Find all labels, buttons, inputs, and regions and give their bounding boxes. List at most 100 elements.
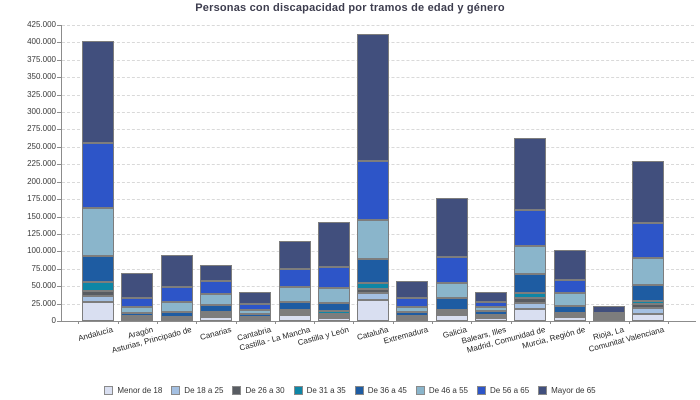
bar-segment-Castilla y León-Mayor de 65 (317, 221, 350, 267)
x-tick-mark (510, 321, 512, 324)
bar-segment-Comunitat Valenciana-De 31 a 35 (632, 301, 665, 305)
bar-Castilla - La Mancha (278, 25, 311, 321)
bar-segment-Extremadura-De 56 a 65 (396, 298, 429, 308)
bar-segment-Andalucía-De 46 a 55 (82, 208, 114, 256)
bar-segment-Andalucía-De 18 a 25 (82, 295, 114, 303)
legend-item-Mayor de 65: Mayor de 65 (538, 386, 596, 395)
bar-segment-Comunitat Valenciana-Menor de 18 (632, 314, 665, 321)
legend-label: De 31 a 35 (306, 386, 346, 395)
bar-segment-Extremadura-Mayor de 65 (396, 281, 429, 299)
y-tick-label-275000: 275.000 (27, 124, 56, 134)
bar-segment-Castilla y León-De 56 a 65 (317, 266, 350, 288)
bar-segment-Canarias-De 46 a 55 (199, 293, 232, 305)
bar-segment-Canarias-De 18 a 25 (199, 314, 232, 318)
y-tick-mark (57, 303, 61, 305)
x-tick-mark (274, 321, 276, 324)
bar-segment-Cataluña-Menor de 18 (357, 299, 390, 321)
x-tick-mark (471, 321, 473, 324)
bar-segment-Galicia-De 18 a 25 (435, 312, 468, 316)
bar-segment-Galicia-De 36 a 45 (435, 298, 468, 310)
y-tick-label-400000: 400.000 (27, 37, 56, 47)
bar-segment-Castilla y León-De 26 a 30 (317, 313, 350, 316)
bar-segment-Cantabria-De 56 a 65 (239, 304, 272, 310)
bar-segment-Asturias, Principado de-Mayor de 65 (160, 254, 193, 287)
y-tick-mark (57, 321, 61, 322)
legend-item-De 36 a 45: De 36 a 45 (354, 386, 407, 395)
bar-segment-Rioja, La-De 56 a 65 (592, 312, 625, 316)
legend-label: De 18 a 25 (184, 386, 224, 395)
bar-Madrid, Comunidad de (514, 25, 547, 321)
bar-segment-Castilla - La Mancha-Mayor de 65 (278, 240, 311, 270)
y-tick-mark (57, 59, 61, 61)
bar-segment-Castilla - La Mancha-De 31 a 35 (278, 309, 311, 312)
bar-segment-Murcia, Región de-Mayor de 65 (553, 250, 586, 280)
bar-Murcia, Región de (553, 25, 586, 321)
chart-title: Personas con discapacidad por tramos de … (195, 2, 505, 14)
bar-segment-Madrid, Comunidad de-De 18 a 25 (514, 302, 547, 310)
bar-segment-Castilla y León-Menor de 18 (317, 318, 350, 321)
bar-segment-Aragón-De 46 a 55 (121, 307, 154, 313)
bar-segment-Extremadura-Menor de 18 (396, 318, 429, 321)
y-tick-mark (57, 251, 61, 253)
y-tick-mark (57, 286, 61, 288)
legend-label: De 56 a 65 (490, 386, 530, 395)
legend-label: De 46 a 55 (428, 386, 468, 395)
bar-segment-Murcia, Región de-De 18 a 25 (553, 314, 586, 317)
x-tick-mark (156, 321, 158, 324)
bar-segment-Canarias-De 36 a 45 (199, 304, 232, 313)
bar-Extremadura (396, 25, 429, 321)
bar-segment-Balears, Illes-De 56 a 65 (475, 301, 507, 308)
bar-Comunitat Valenciana (632, 25, 665, 321)
bar-Balears, Illes (475, 25, 507, 321)
bar-segment-Aragón-Menor de 18 (121, 319, 154, 321)
bar-segment-Andalucía-De 26 a 30 (82, 290, 114, 296)
legend-item-De 26 a 30: De 26 a 30 (232, 386, 285, 395)
y-tick-label-100000: 100.000 (27, 246, 56, 256)
y-tick-label-250000: 250.000 (27, 141, 56, 151)
legend-swatch-De 31 a 35 (293, 386, 303, 395)
bar-segment-Madrid, Comunidad de-De 36 a 45 (514, 274, 547, 294)
bar-segment-Murcia, Región de-De 46 a 55 (553, 293, 586, 307)
bar-segment-Rioja, La-De 46 a 55 (592, 315, 625, 318)
bar-segment-Asturias, Principado de-Menor de 18 (160, 319, 193, 321)
bar-segment-Canarias-Menor de 18 (199, 317, 232, 321)
bar-segment-Cataluña-De 26 a 30 (357, 289, 390, 294)
y-tick-mark (57, 77, 61, 79)
bar-segment-Comunitat Valenciana-De 56 a 65 (632, 222, 665, 259)
bar-segment-Comunitat Valenciana-De 26 a 30 (632, 304, 665, 309)
bar-segment-Aragón-De 56 a 65 (121, 298, 154, 308)
bar-segment-Andalucía-Mayor de 65 (82, 40, 114, 144)
y-tick-mark (57, 112, 61, 114)
bar-segment-Balears, Illes-Mayor de 65 (475, 292, 507, 302)
bar-segment-Castilla - La Mancha-De 56 a 65 (278, 269, 311, 288)
x-tick-mark (196, 321, 198, 324)
bar-segment-Extremadura-De 36 a 45 (396, 312, 429, 316)
bar-segment-Galicia-De 56 a 65 (435, 256, 468, 284)
y-tick-label-425000: 425.000 (27, 20, 56, 29)
bar-segment-Cantabria-Menor de 18 (239, 319, 272, 321)
y-tick-mark (57, 216, 61, 218)
bar-segment-Andalucía-Menor de 18 (82, 302, 114, 321)
y-tick-label-225000: 225.000 (27, 159, 56, 169)
bar-segment-Castilla - La Mancha-De 18 a 25 (278, 312, 311, 316)
y-axis-line (61, 25, 62, 321)
bar-segment-Castilla y León-De 46 a 55 (317, 287, 350, 304)
bar-segment-Castilla - La Mancha-De 46 a 55 (278, 287, 311, 302)
legend-item-De 56 a 65: De 56 a 65 (477, 386, 529, 395)
y-tick-label-50000: 50.000 (31, 281, 56, 291)
y-tick-label-375000: 375.000 (27, 54, 56, 64)
legend-label: De 26 a 30 (245, 386, 285, 395)
bar-segment-Andalucía-De 36 a 45 (82, 255, 114, 282)
bar-segment-Rioja, La-Mayor de 65 (592, 306, 625, 313)
x-tick-mark (314, 321, 316, 324)
bar-segment-Madrid, Comunidad de-De 31 a 35 (514, 293, 547, 299)
legend-swatch-De 56 a 65 (477, 386, 486, 395)
bar-segment-Canarias-Mayor de 65 (199, 265, 232, 281)
bar-segment-Madrid, Comunidad de-Mayor de 65 (514, 137, 547, 210)
bar-Cantabria (239, 25, 272, 321)
bar-segment-Madrid, Comunidad de-De 26 a 30 (514, 298, 547, 303)
y-tick-label-150000: 150.000 (27, 211, 56, 221)
bar-segment-Madrid, Comunidad de-Menor de 18 (514, 309, 547, 321)
y-tick-label-325000: 325.000 (27, 89, 56, 99)
bar-segment-Balears, Illes-De 36 a 45 (475, 310, 507, 315)
